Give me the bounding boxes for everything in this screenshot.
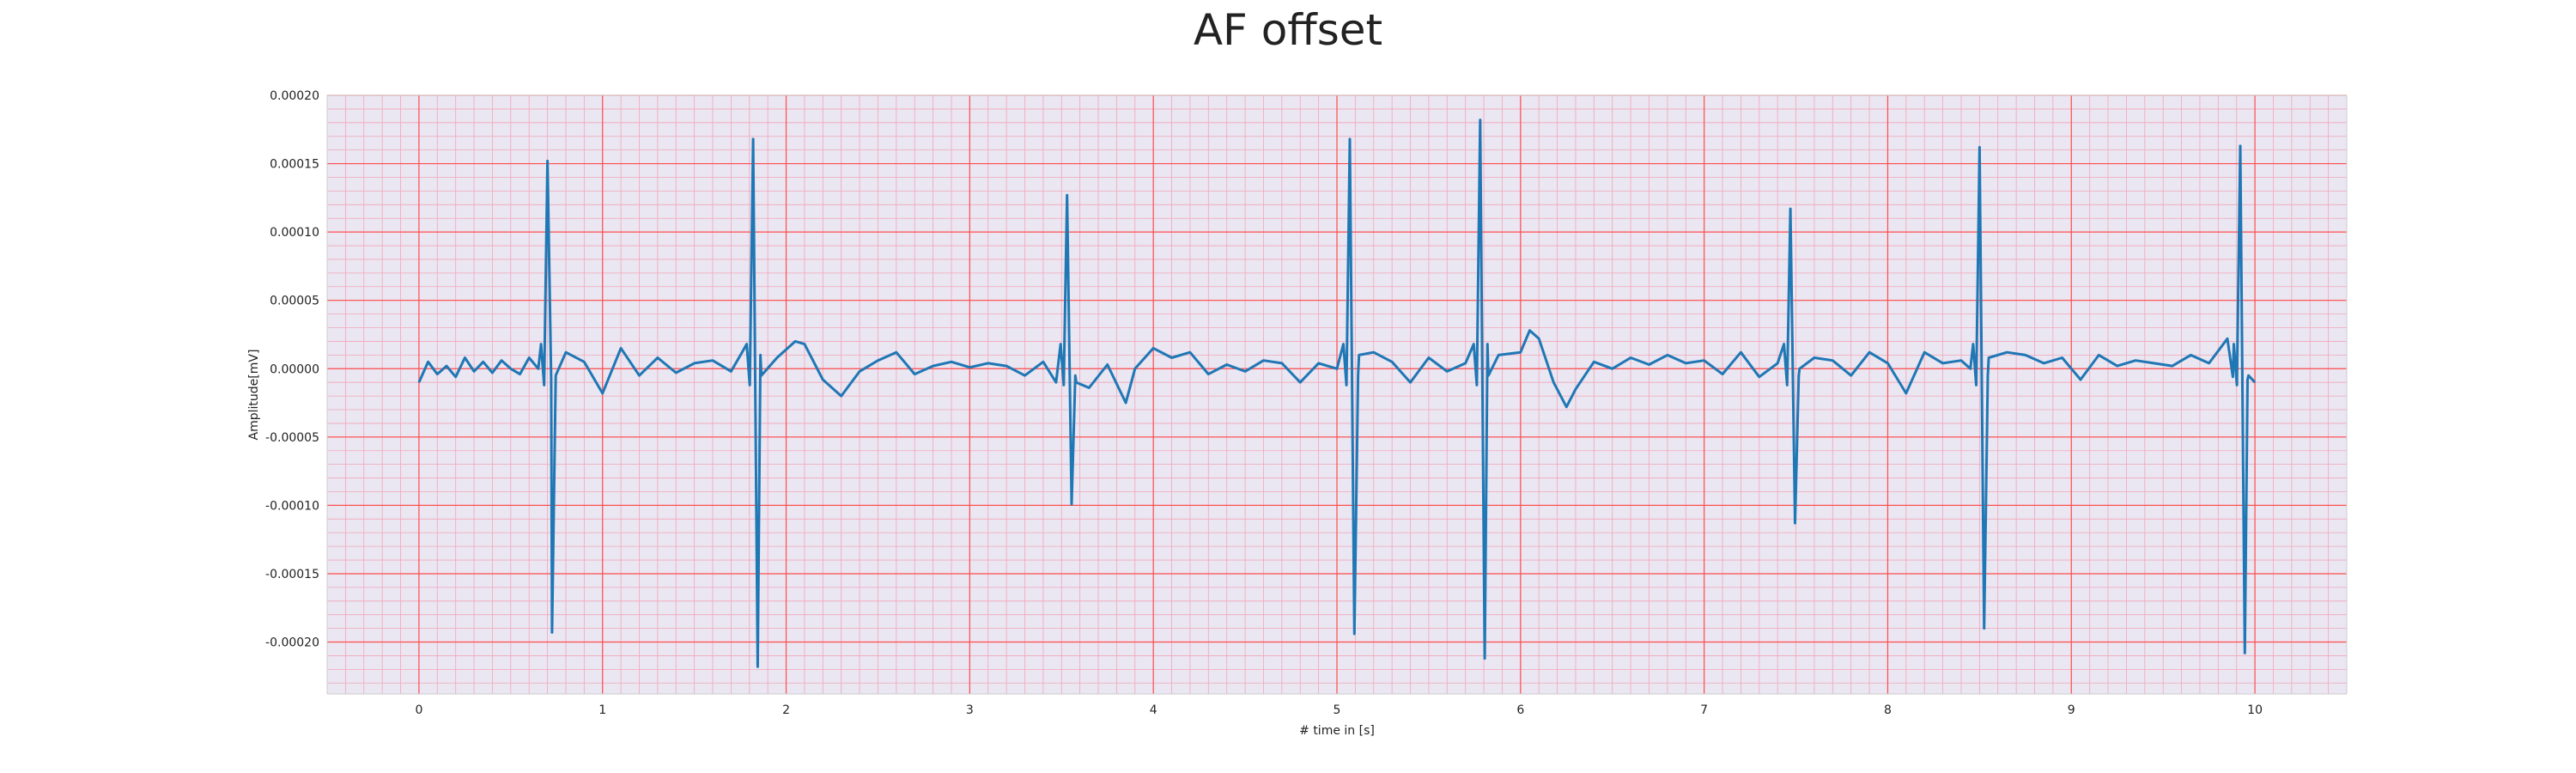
y-tick-label: -0.00005: [265, 431, 319, 445]
major-grid: [326, 94, 2348, 695]
y-tick-label: 0.00010: [270, 226, 319, 240]
y-axis-label: Amplitude[mV]: [247, 350, 261, 441]
y-tick-label: 0.00005: [270, 295, 319, 308]
x-tick-label: 2: [782, 703, 790, 717]
x-tick-label: 3: [966, 703, 974, 717]
y-tick-label: -0.00020: [265, 636, 319, 650]
x-axis-label: # time in [s]: [1299, 724, 1375, 738]
chart-title: AF offset: [1193, 5, 1383, 55]
y-tick-label: 0.00000: [270, 362, 319, 376]
x-tick-label: 10: [2247, 703, 2263, 717]
x-tick-label: 5: [1334, 703, 1341, 717]
x-tick-label: 9: [2068, 703, 2075, 717]
x-tick-label: 7: [1700, 703, 1708, 717]
x-tick-label: 1: [598, 703, 606, 717]
y-tick-label: 0.00015: [270, 158, 319, 172]
x-tick-label: 6: [1516, 703, 1524, 717]
x-tick-label: 8: [1884, 703, 1892, 717]
x-tick-label: 0: [415, 703, 422, 717]
ecg-signal-line: [417, 119, 2257, 668]
x-axis-ticks: 0 1 2 3 4 5 6 7 8 9 10: [415, 703, 2263, 717]
y-tick-label: -0.00010: [265, 499, 319, 513]
y-tick-label: -0.00015: [265, 568, 319, 581]
y-axis-ticks: -0.00020 -0.00015 -0.00010 -0.00005 0.00000 0…: [265, 89, 319, 650]
y-tick-label: 0.00020: [270, 89, 319, 103]
x-tick-label: 4: [1150, 703, 1157, 717]
